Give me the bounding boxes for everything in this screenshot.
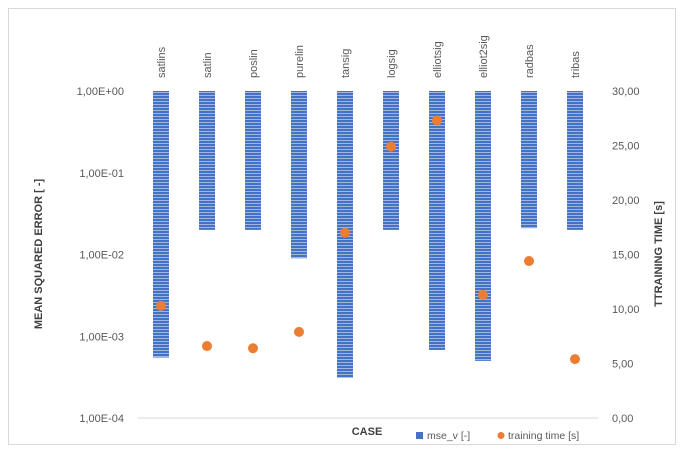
y-tick-label: 1,00E-02: [79, 250, 124, 262]
training-time-point: [156, 300, 166, 311]
category-label: tansig: [340, 49, 352, 78]
category-label: logsig: [386, 49, 398, 78]
training-time-point: [524, 256, 534, 267]
y-tick-label: 1,00E-01: [79, 168, 124, 180]
mse-bar: [475, 91, 491, 361]
mse-bar: [245, 91, 261, 230]
mse-bar: [567, 91, 583, 230]
y-tick-label: 1,00E+00: [77, 86, 124, 98]
training-time-point: [386, 141, 396, 152]
mse-bar: [429, 91, 445, 350]
y2-tick-label: 15,00: [612, 250, 640, 262]
mse-bar: [521, 91, 537, 229]
category-label: radbas: [524, 44, 536, 78]
legend-label-mse: mse_v [-]: [427, 430, 470, 442]
training-time-point: [248, 343, 258, 354]
legend-swatch-training-time: [497, 432, 505, 439]
training-time-point: [478, 289, 488, 300]
mse-bar: [383, 91, 399, 230]
category-label: purelin: [294, 45, 306, 78]
y2-tick-label: 25,00: [612, 141, 640, 153]
y2-tick-label: 5,00: [612, 359, 633, 371]
legend-swatch-mse: [416, 432, 423, 439]
training-time-point: [570, 354, 580, 365]
category-label: tribas: [570, 51, 582, 78]
y2-tick-label: 10,00: [612, 304, 640, 316]
y-tick-label: 1,00E-03: [79, 331, 124, 343]
y2-tick-label: 30,00: [612, 86, 640, 98]
category-label: satlins: [156, 46, 168, 78]
training-time-point: [202, 341, 212, 352]
y2-tick-label: 20,00: [612, 195, 640, 207]
category-label: poslin: [248, 49, 260, 78]
mse-bar: [199, 91, 215, 230]
training-time-point: [340, 227, 350, 238]
category-label: elliot2sig: [478, 35, 490, 78]
category-label: satlin: [202, 52, 214, 78]
y-tick-label: 1,00E-04: [79, 413, 124, 425]
y2-tick-label: 0,00: [612, 413, 633, 425]
mse-bar: [153, 91, 169, 358]
legend-label-training-time: training time [s]: [508, 430, 579, 442]
legend: mse_v [-] training time [s]: [416, 430, 579, 442]
category-label: elliotsig: [432, 41, 444, 78]
x-axis-title: CASE: [352, 426, 383, 438]
y2-axis-title: TTRAINING TIME [s]: [653, 201, 665, 307]
training-time-point: [294, 326, 304, 337]
mse-bar: [291, 91, 307, 259]
training-time-point: [432, 115, 442, 126]
y-axis-title: MEAN SQUARED ERROR [ -]: [33, 179, 45, 330]
